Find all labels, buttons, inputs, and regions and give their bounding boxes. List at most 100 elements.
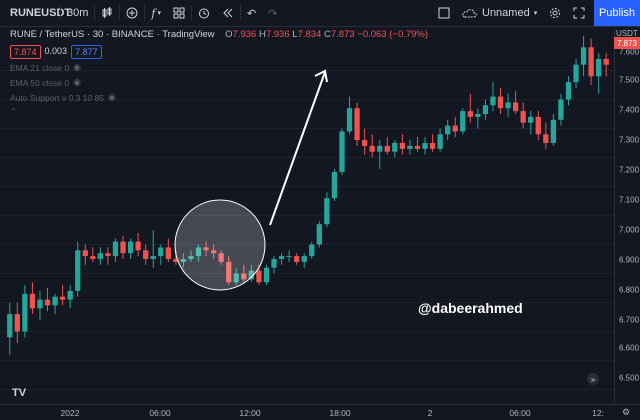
- candle: [467, 93, 473, 123]
- candle: [414, 137, 421, 152]
- candle-body: [143, 250, 149, 259]
- symbol-search[interactable]: RUNEUSDT: [10, 7, 72, 19]
- candle: [278, 253, 285, 265]
- candle-body: [580, 47, 587, 65]
- redo-button[interactable]: ↷: [262, 0, 283, 26]
- price-tick: 7.500: [619, 75, 640, 85]
- collapse-legend-button[interactable]: ⌃: [10, 107, 17, 116]
- candle: [573, 58, 579, 88]
- fullscreen-button[interactable]: [567, 0, 591, 26]
- candle-body: [165, 247, 171, 259]
- arrow-drawing-line[interactable]: [269, 71, 326, 226]
- candle: [520, 102, 526, 129]
- templates-button[interactable]: [167, 0, 191, 26]
- candle: [399, 134, 406, 155]
- alert-button[interactable]: [192, 0, 216, 26]
- publish-button[interactable]: Publish: [594, 0, 640, 26]
- arrow-head-icon[interactable]: [314, 69, 328, 83]
- candle-body: [407, 145, 413, 149]
- price-axis[interactable]: 7.600 7.500 7.400 7.300 7.200 7.100 7.00…: [614, 26, 640, 404]
- candle-body: [467, 111, 473, 117]
- function-icon: f: [151, 6, 156, 20]
- candle: [59, 285, 66, 306]
- candle-body: [248, 270, 255, 280]
- time-axis[interactable]: 2022 06:00 12:00 18:00 2 06:00 12: ⚙: [0, 404, 640, 420]
- candle: [105, 247, 111, 265]
- toolbar-divider: [119, 5, 121, 21]
- cloud-icon: [462, 9, 477, 18]
- candle-body: [573, 64, 579, 83]
- axis-settings-icon[interactable]: ⚙: [622, 407, 631, 417]
- replay-button[interactable]: [216, 0, 240, 26]
- candle-body: [603, 58, 609, 65]
- candle: [558, 93, 564, 126]
- scroll-to-realtime-button[interactable]: »: [587, 373, 599, 385]
- gear-icon: [550, 8, 561, 18]
- bid-price-badge[interactable]: 7.874: [10, 45, 41, 59]
- candle-body: [429, 143, 436, 149]
- layout-selector[interactable]: Unnamed ▾: [456, 0, 543, 26]
- candle: [22, 285, 28, 338]
- candle: [377, 140, 383, 170]
- candle: [603, 53, 609, 77]
- time-tick: 06:00: [149, 408, 171, 418]
- candle-body: [392, 143, 398, 152]
- eye-icon[interactable]: ◉: [73, 62, 81, 72]
- candle-style-icon: [102, 7, 112, 18]
- candle-body: [346, 108, 353, 132]
- redo-icon: ↷: [268, 7, 278, 20]
- candle-body: [512, 102, 519, 112]
- candle-body: [437, 134, 443, 149]
- low-label: L: [292, 29, 298, 40]
- indicator-auto-support[interactable]: Auto Support v 0.3 10 85 ◉: [10, 92, 116, 103]
- eye-icon[interactable]: ◉: [108, 92, 116, 102]
- legend-title: RUNE / TetherUS · 30 · BINANCE · Trading…: [10, 29, 215, 40]
- candle: [392, 140, 398, 158]
- candle-body: [150, 256, 156, 259]
- tradingview-logo[interactable]: TV: [12, 387, 27, 399]
- candle: [437, 128, 443, 152]
- indicators-button[interactable]: f ▾: [145, 0, 167, 26]
- change-value: −0.063 (−0.79%): [357, 29, 429, 40]
- candle-body: [241, 273, 247, 280]
- candle-body: [490, 96, 496, 106]
- price-tick: 7.300: [619, 135, 640, 145]
- bar-style-button[interactable]: [95, 0, 119, 26]
- candle: [112, 238, 119, 262]
- indicator-label: Auto Support v 0.3 10 85: [10, 92, 105, 103]
- interval-selector[interactable]: 30m: [67, 7, 89, 19]
- close-value: 7.873: [330, 29, 355, 40]
- time-tick: 12:00: [239, 408, 261, 418]
- high-label: H: [258, 29, 266, 40]
- undo-button[interactable]: ↶: [241, 0, 262, 26]
- candle-body: [112, 241, 119, 257]
- compare-symbol-button[interactable]: [120, 0, 144, 26]
- candle: [233, 267, 239, 286]
- candle: [127, 238, 134, 259]
- indicator-ema50[interactable]: EMA 50 close 0 ◉: [10, 77, 81, 88]
- candle-body: [127, 241, 134, 254]
- low-value: 7.834: [297, 29, 322, 40]
- candle-body: [37, 299, 43, 309]
- candle: [180, 253, 187, 268]
- time-tick: 2022: [60, 408, 80, 418]
- candle: [7, 302, 13, 355]
- candle: [361, 128, 368, 155]
- candle-body: [135, 241, 141, 251]
- price-chart[interactable]: [0, 27, 614, 404]
- highlight-circle-drawing[interactable]: [174, 199, 266, 291]
- indicator-label: EMA 21 close 0: [10, 62, 70, 73]
- eye-icon[interactable]: ◉: [73, 77, 81, 87]
- candle: [460, 108, 466, 135]
- candle-body: [399, 143, 406, 149]
- indicator-ema21[interactable]: EMA 21 close 0 ◉: [10, 62, 81, 73]
- ask-price-badge[interactable]: 7.877: [71, 45, 102, 59]
- candle-body: [256, 270, 262, 283]
- candle: [248, 264, 255, 283]
- settings-button[interactable]: [543, 0, 567, 26]
- candle-body: [520, 111, 526, 123]
- candle-body: [105, 253, 111, 257]
- fullscreen-toggle[interactable]: [432, 0, 456, 26]
- open-value: 7.936: [232, 29, 257, 40]
- candle: [588, 38, 594, 85]
